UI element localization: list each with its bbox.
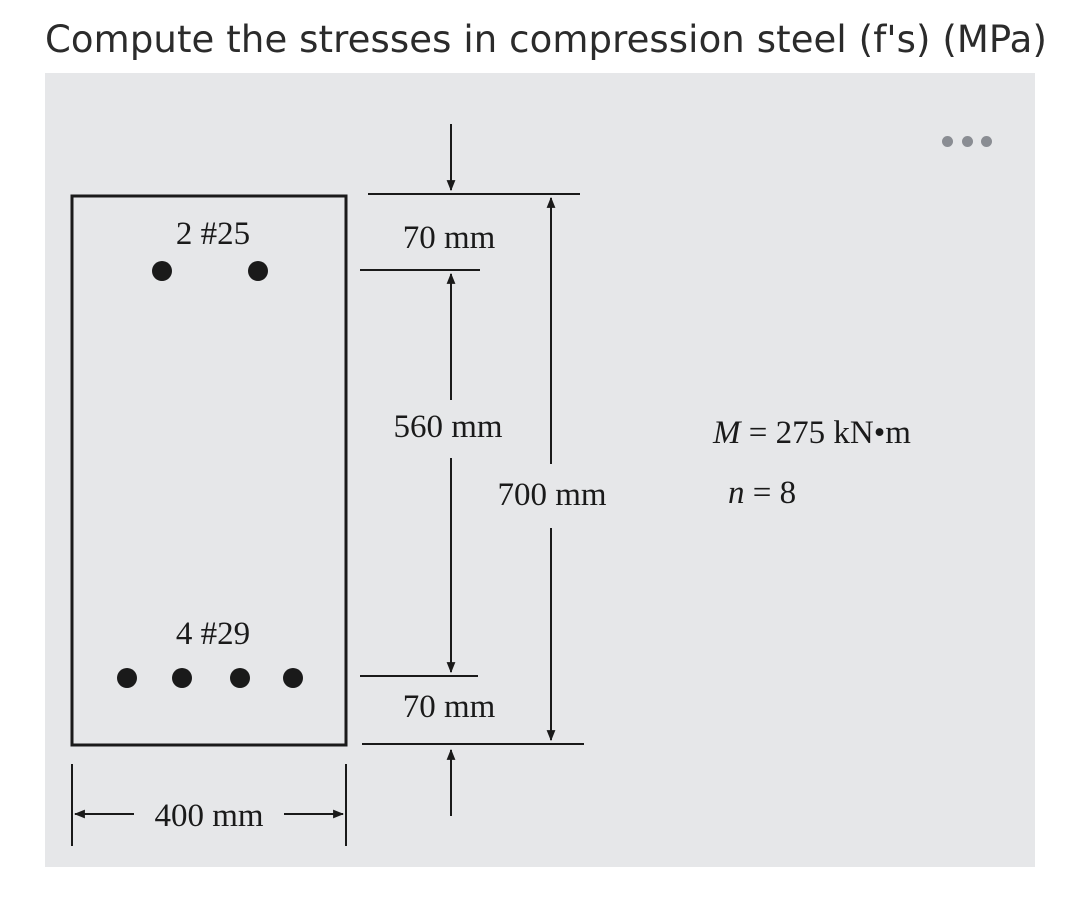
question-text: Compute the stresses in compression stee…	[45, 18, 1047, 61]
beam-section-outline	[70, 194, 348, 747]
total-depth-label: 700 mm	[497, 477, 606, 513]
tension-bar	[172, 668, 192, 688]
more-options-button[interactable]	[940, 128, 994, 154]
middle-span-label: 560 mm	[393, 409, 502, 445]
moment-value: M = 275 kN•m	[712, 415, 911, 451]
compression-bar	[152, 261, 172, 281]
ellipsis-dot-icon	[981, 135, 992, 147]
tension-bar	[117, 668, 137, 688]
tension-bar	[283, 668, 303, 688]
width-label: 400 mm	[154, 798, 263, 834]
bottom-bars-label: 4 #29	[176, 616, 250, 652]
figure-panel	[45, 73, 1035, 867]
top-cover-label: 70 mm	[403, 220, 496, 256]
top-bars-label: 2 #25	[176, 216, 250, 252]
tension-bar	[230, 668, 250, 688]
ellipsis-dot-icon	[942, 135, 953, 147]
compression-bar	[248, 261, 268, 281]
ellipsis-dot-icon	[961, 135, 973, 147]
bottom-cover-label: 70 mm	[403, 689, 496, 725]
modular-ratio-value: n = 8	[728, 475, 796, 511]
